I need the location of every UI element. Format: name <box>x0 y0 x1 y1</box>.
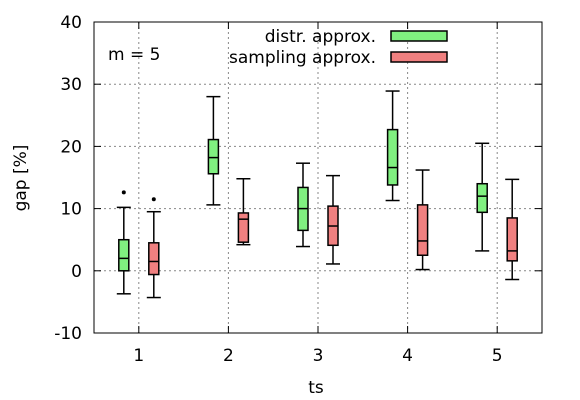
box-sampling-5 <box>505 178 520 281</box>
annotation-label: m = 5 <box>108 45 160 65</box>
x-tick-label: 5 <box>492 346 503 366</box>
grid <box>94 22 542 333</box>
box-distr-5 <box>475 142 490 252</box>
box-distr-3 <box>296 162 310 248</box>
legend-label-sampling: sampling approx. <box>229 48 376 68</box>
y-axis-label: gap [%] <box>11 145 31 212</box>
x-tick-label: 3 <box>313 346 324 366</box>
box-sampling-3 <box>326 174 340 265</box>
box-distr-1 <box>116 190 131 295</box>
y-tick-label: 10 <box>60 200 82 220</box>
y-tick-label: 20 <box>60 137 82 157</box>
box-body <box>416 204 429 256</box>
y-tick-label: 0 <box>71 262 82 282</box>
outlier-point <box>151 197 156 202</box>
box-sampling-2 <box>236 177 251 246</box>
legend-label-distr: distr. approx. <box>265 27 376 47</box>
box-body <box>148 242 160 276</box>
box-body <box>207 138 220 175</box>
y-tick-label: 40 <box>60 13 82 33</box>
outlier-point <box>121 190 126 195</box>
box-body <box>118 238 130 272</box>
axes: -10 0 10 20 30 40 1 2 3 4 5 <box>54 13 542 366</box>
box-sampling-4 <box>415 169 430 271</box>
box-body <box>237 212 250 243</box>
x-tick-label: 2 <box>223 346 234 366</box>
box-distr-4 <box>385 90 400 202</box>
x-tick-label: 1 <box>133 346 144 366</box>
boxes <box>116 90 520 299</box>
legend-swatch-distr <box>390 30 448 42</box>
box-body <box>476 182 488 214</box>
y-tick-label: -10 <box>54 324 82 344</box>
legend-swatch-sampling <box>390 51 448 63</box>
y-tick-label: 30 <box>60 75 82 95</box>
x-axis-label: ts <box>308 378 324 398</box>
x-tick-label: 4 <box>402 346 413 366</box>
legend: distr. approx.sampling approx. <box>229 27 448 68</box>
box-body <box>386 128 399 186</box>
box-sampling-1 <box>146 197 161 299</box>
box-distr-2 <box>206 95 221 206</box>
box-body <box>506 217 518 262</box>
